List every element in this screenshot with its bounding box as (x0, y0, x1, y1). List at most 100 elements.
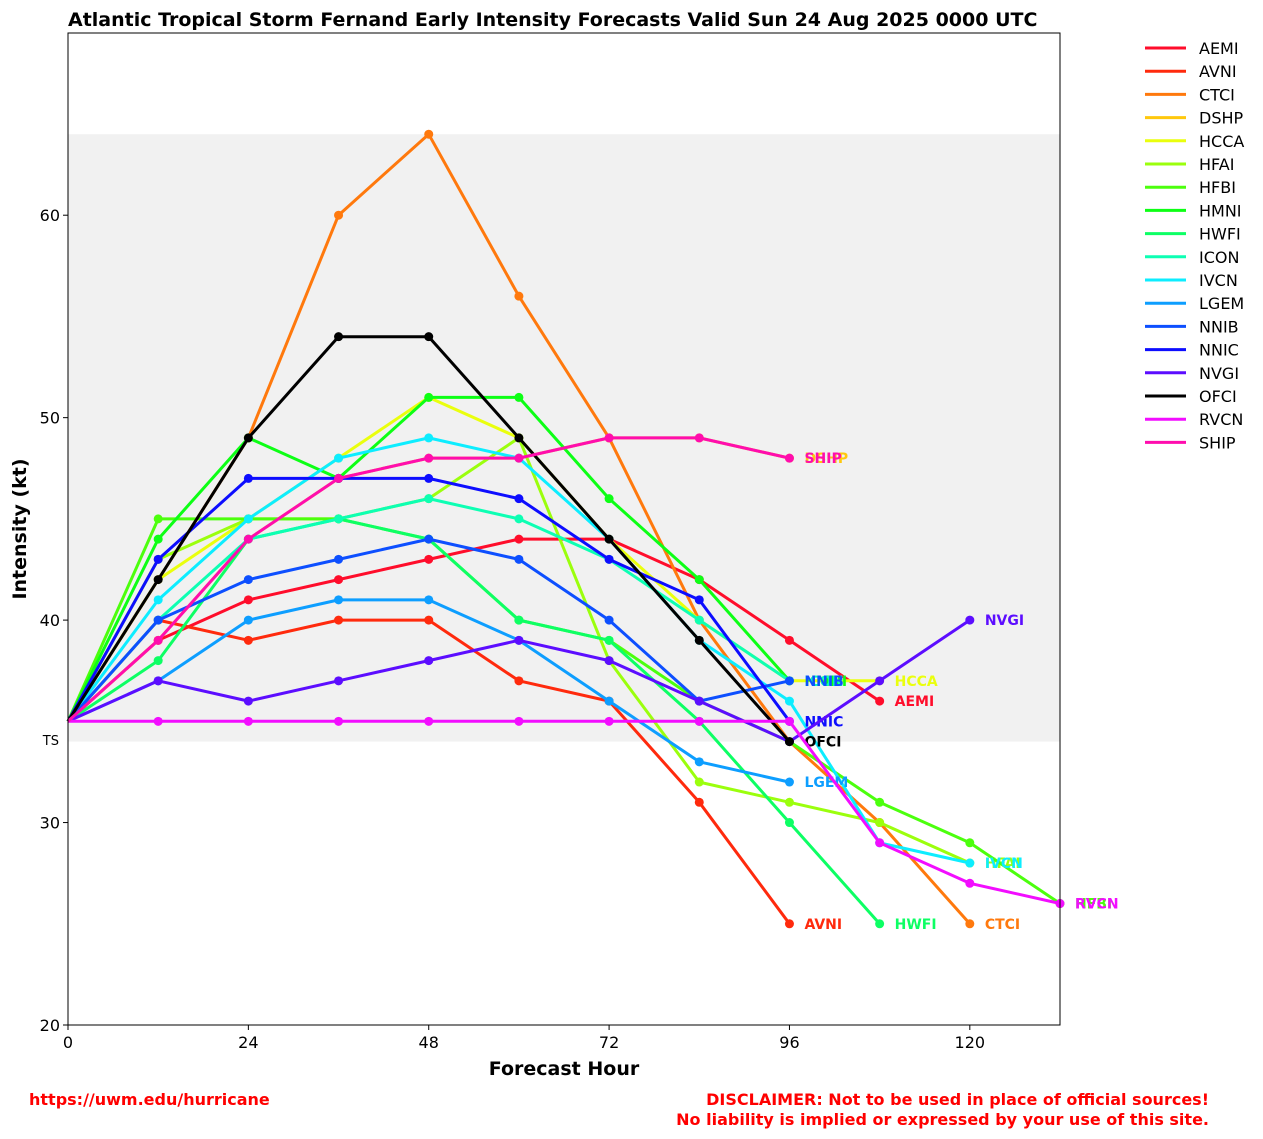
data-point (243, 716, 253, 726)
data-point (334, 514, 344, 524)
series-end-label: DSHP (804, 451, 848, 467)
legend-item: DSHP (1145, 109, 1244, 128)
data-point (965, 878, 975, 888)
legend-item: RVCN (1145, 410, 1243, 429)
series-end-label: NVGI (985, 613, 1024, 629)
data-point (875, 818, 885, 828)
data-point (694, 433, 704, 443)
legend-label: LGEM (1199, 294, 1244, 313)
data-point (514, 554, 524, 564)
legend-label: NVGI (1199, 364, 1239, 383)
data-point (784, 453, 794, 463)
y-tick-label: 50 (40, 409, 60, 428)
legend-label: NNIC (1199, 341, 1239, 360)
series-end-label: HWFI (895, 917, 937, 933)
data-point (153, 554, 163, 564)
footer-url[interactable]: https://uwm.edu/hurricane (29, 1090, 270, 1109)
data-point (784, 716, 794, 726)
legend-label: CTCI (1199, 85, 1235, 104)
data-point (694, 595, 704, 605)
data-point (514, 291, 524, 301)
legend-item: HFAI (1145, 155, 1234, 174)
series-rvcn: RVCN (68, 716, 1119, 913)
series-end-label: HFBI (1075, 897, 1112, 913)
data-point (334, 595, 344, 605)
data-point (784, 777, 794, 787)
y-tick-label: 20 (40, 1016, 60, 1035)
footer-disclaimer: DISCLAIMER: Not to be used in place of o… (676, 1090, 1209, 1130)
legend-label: DSHP (1199, 109, 1244, 128)
x-tick-label: 96 (779, 1033, 799, 1052)
series-end-label: ICON (804, 674, 843, 690)
data-point (694, 777, 704, 787)
data-point (334, 210, 344, 220)
data-point (243, 635, 253, 645)
data-point (424, 494, 434, 504)
series-line (68, 719, 1061, 905)
data-point (965, 615, 975, 625)
data-point (153, 716, 163, 726)
data-point (965, 919, 975, 929)
series-end-label: IVCN (985, 856, 1023, 872)
data-point (784, 696, 794, 706)
data-point (243, 615, 253, 625)
data-point (424, 392, 434, 402)
legend-label: HWFI (1199, 225, 1241, 244)
data-point (243, 534, 253, 544)
data-point (243, 514, 253, 524)
legend-label: SHIP (1199, 433, 1236, 452)
data-point (153, 514, 163, 524)
series-ship: SHIP (66, 433, 842, 723)
series-end-label: NNIB (804, 674, 843, 690)
x-tick-label: 72 (599, 1033, 619, 1052)
series-ofci: OFCI (66, 332, 841, 751)
series-end-label: OFCI (804, 735, 841, 751)
data-point (694, 575, 704, 585)
data-point (424, 716, 434, 726)
series-end-label: RVCN (1075, 897, 1119, 913)
legend-label: IVCN (1199, 271, 1238, 290)
data-point (424, 534, 434, 544)
data-point (424, 332, 434, 342)
legend-item: OFCI (1145, 387, 1237, 406)
data-point (875, 696, 885, 706)
x-tick-label: 0 (63, 1033, 73, 1052)
legend-label: OFCI (1199, 387, 1237, 406)
data-point (514, 433, 524, 443)
data-point (604, 534, 614, 544)
legend-item: IVCN (1145, 271, 1238, 290)
data-point (514, 635, 524, 645)
data-point (784, 737, 794, 747)
data-point (334, 716, 344, 726)
data-point (424, 615, 434, 625)
series-end-label: LGEM (804, 775, 848, 791)
data-point (604, 494, 614, 504)
data-point (694, 797, 704, 807)
series-end-label: SHIP (804, 451, 841, 467)
legend-item: SHIP (1145, 433, 1236, 452)
data-point (243, 696, 253, 706)
data-point (424, 433, 434, 443)
data-point (514, 514, 524, 524)
x-tick-label: 48 (419, 1033, 439, 1052)
data-point (243, 575, 253, 585)
data-point (784, 676, 794, 686)
data-point (784, 919, 794, 929)
legend-label: HFAI (1199, 155, 1234, 174)
data-point (424, 554, 434, 564)
data-point (875, 676, 885, 686)
y-axis-label: Intensity (kt) (9, 458, 31, 599)
data-point (153, 635, 163, 645)
data-point (604, 716, 614, 726)
legend-item: NVGI (1145, 364, 1239, 383)
data-point (784, 818, 794, 828)
data-point (424, 129, 434, 139)
data-point (153, 534, 163, 544)
x-tick-label: 24 (238, 1033, 258, 1052)
x-axis-label: Forecast Hour (489, 1058, 640, 1080)
legend-label: HMNI (1199, 201, 1242, 220)
data-point (424, 595, 434, 605)
legend-label: AEMI (1199, 39, 1239, 58)
series-lgem: LGEM (67, 595, 848, 791)
data-point (604, 615, 614, 625)
